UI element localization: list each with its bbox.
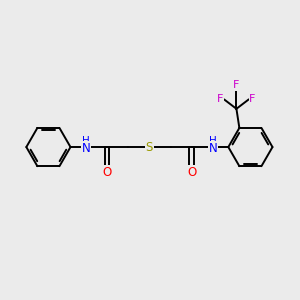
Text: S: S: [146, 141, 153, 154]
Text: O: O: [187, 166, 196, 178]
Text: H: H: [82, 136, 90, 146]
Text: N: N: [208, 142, 217, 155]
Text: F: F: [217, 94, 224, 104]
Text: N: N: [81, 142, 90, 155]
Text: F: F: [249, 94, 256, 104]
Text: H: H: [209, 136, 217, 146]
Text: F: F: [233, 80, 240, 90]
Text: O: O: [102, 166, 112, 178]
